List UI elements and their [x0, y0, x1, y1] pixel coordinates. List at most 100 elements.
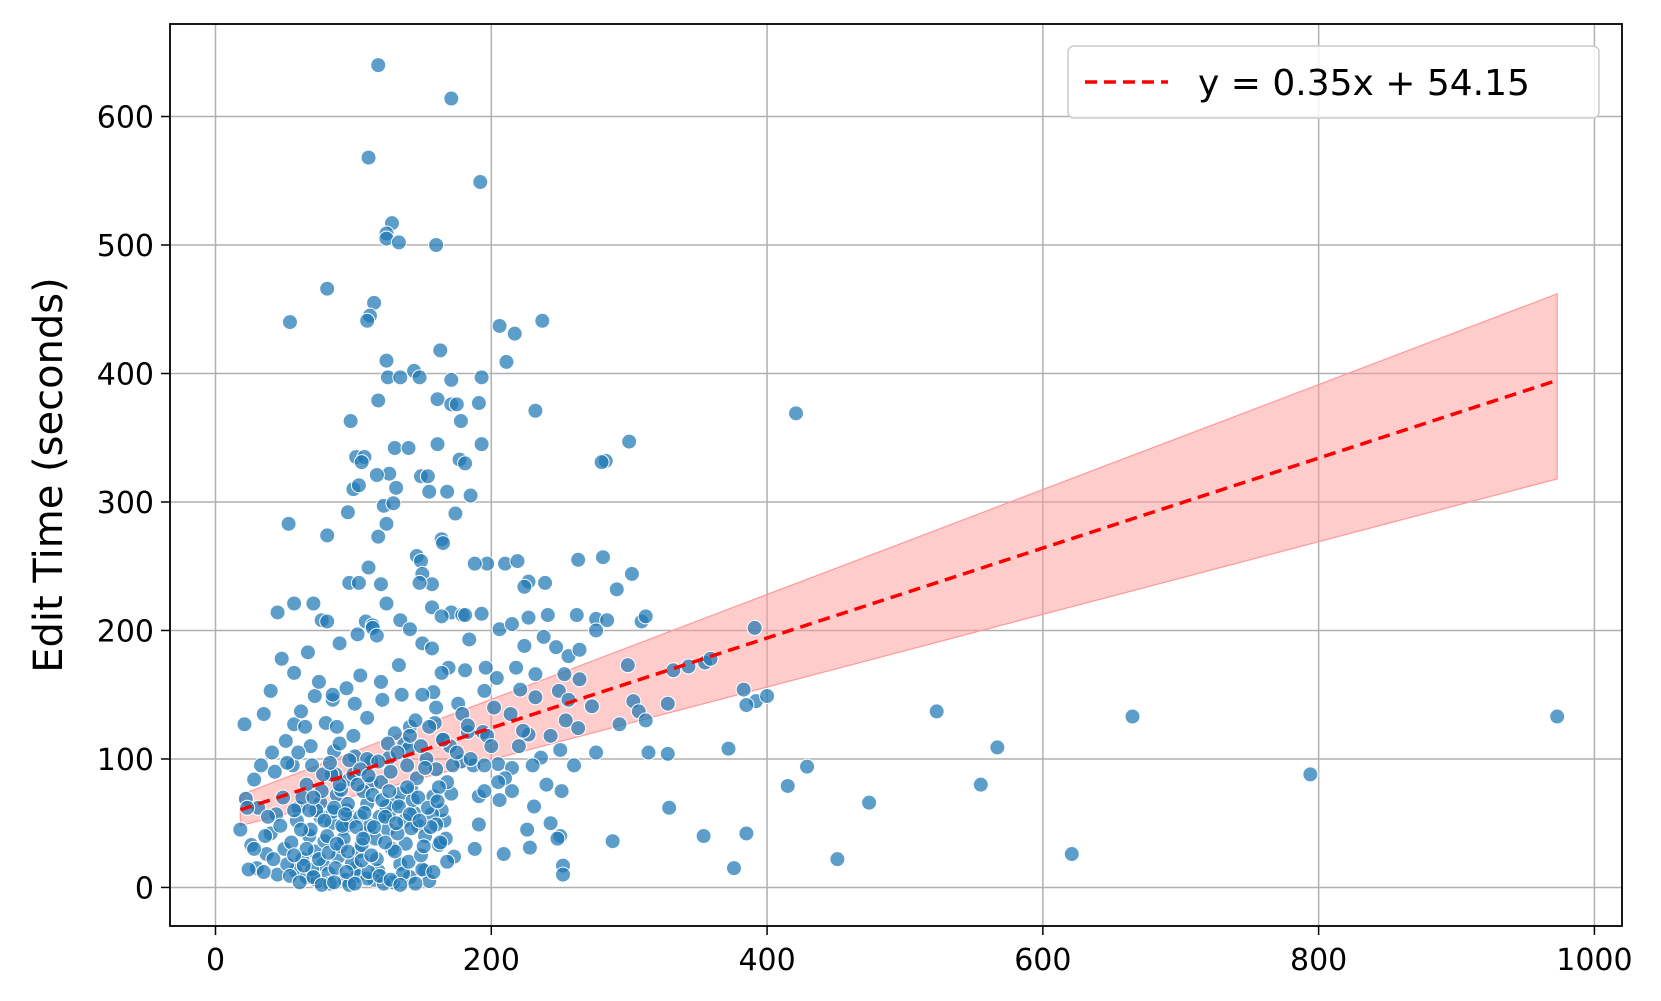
data-point-431 [305, 789, 322, 806]
data-point-375 [490, 774, 507, 791]
y-axis-label: Edit Time (seconds) [26, 277, 72, 673]
data-point-444 [286, 802, 303, 819]
data-point-26 [429, 391, 446, 408]
y-tick-label-4: 400 [97, 357, 154, 392]
data-point-424 [355, 830, 372, 847]
data-point-360 [290, 744, 307, 761]
data-point-136 [619, 657, 636, 674]
data-point-455 [253, 757, 270, 774]
data-point-405 [407, 875, 424, 892]
data-point-443 [417, 759, 434, 776]
data-point-95 [539, 607, 556, 624]
data-point-133 [527, 666, 544, 683]
data-point-32 [788, 405, 805, 422]
data-point-37 [621, 433, 638, 450]
y-tick-label-5: 500 [97, 229, 154, 264]
data-point-70 [509, 553, 526, 570]
data-point-79 [350, 574, 367, 591]
data-point-2 [360, 149, 377, 166]
data-point-170 [359, 709, 376, 726]
data-point-134 [556, 666, 573, 683]
data-point-278 [240, 861, 257, 878]
data-point-131 [488, 670, 505, 687]
legend-label-fit: y = 0.35x + 54.15 [1198, 63, 1530, 104]
data-point-56 [462, 487, 479, 504]
data-point-7 [390, 234, 407, 251]
data-point-197 [640, 744, 657, 761]
data-point-44 [593, 454, 610, 471]
legend: y = 0.35x + 54.15 [1067, 45, 1600, 119]
data-point-118 [548, 639, 565, 656]
data-point-366 [421, 718, 438, 735]
data-point-45 [457, 455, 474, 472]
data-point-159 [735, 681, 752, 698]
data-point-29 [448, 396, 465, 413]
data-point-308 [399, 757, 416, 774]
data-point-24 [473, 369, 490, 386]
data-point-453 [286, 847, 303, 864]
data-point-35 [429, 436, 446, 453]
data-point-449 [257, 828, 274, 845]
data-point-346 [515, 722, 532, 739]
data-point-231 [542, 815, 559, 832]
data-point-16 [506, 325, 523, 342]
data-point-54 [439, 483, 456, 500]
data-point-55 [421, 483, 438, 500]
data-point-103 [319, 613, 336, 630]
data-point-177 [570, 720, 587, 737]
data-point-199 [799, 758, 816, 775]
data-point-155 [583, 698, 600, 715]
data-point-408 [295, 857, 312, 874]
data-point-63 [319, 527, 336, 544]
data-point-46 [353, 454, 370, 471]
data-point-358 [310, 673, 327, 690]
data-point-198 [659, 745, 676, 762]
data-point-141 [390, 657, 407, 674]
data-point-450 [265, 851, 282, 868]
data-point-353 [393, 686, 410, 703]
data-point-372 [510, 738, 527, 755]
data-point-422 [337, 806, 354, 823]
regression-line [239, 378, 1558, 812]
data-point-88 [305, 595, 322, 612]
data-point-255 [829, 851, 846, 868]
data-point-132 [508, 659, 525, 676]
data-point-142 [433, 664, 450, 681]
data-point-321 [400, 853, 417, 870]
data-point-362 [345, 727, 362, 744]
data-point-217 [661, 799, 678, 816]
data-point-419 [429, 793, 446, 810]
y-tick-label-6: 600 [97, 101, 154, 136]
data-point-116 [516, 637, 533, 654]
data-point-306 [382, 763, 399, 780]
data-point-235 [232, 821, 249, 838]
data-point-64 [370, 528, 387, 545]
data-point-195 [552, 741, 569, 758]
data-point-73 [594, 549, 611, 566]
data-point-1 [443, 90, 460, 107]
data-point-400 [346, 875, 363, 892]
data-point-370 [476, 757, 493, 774]
data-point-390 [390, 798, 407, 815]
data-point-84 [411, 574, 428, 591]
data-point-196 [588, 744, 605, 761]
data-point-36 [473, 436, 490, 453]
data-point-107 [433, 608, 450, 625]
data-point-192 [490, 756, 507, 773]
data-point-0 [370, 57, 387, 74]
data-point-25 [443, 371, 460, 388]
data-point-98 [599, 612, 616, 629]
data-point-164 [236, 716, 253, 733]
x-tick-label-0: 0 [206, 943, 225, 978]
data-point-9 [319, 280, 336, 297]
data-point-368 [448, 744, 465, 761]
data-point-269 [255, 864, 272, 881]
data-point-415 [377, 834, 394, 851]
data-point-123 [273, 650, 290, 667]
data-point-147 [346, 695, 363, 712]
data-point-359 [297, 718, 314, 735]
data-point-441 [401, 727, 418, 744]
data-point-414 [363, 847, 380, 864]
data-point-216 [553, 783, 570, 800]
